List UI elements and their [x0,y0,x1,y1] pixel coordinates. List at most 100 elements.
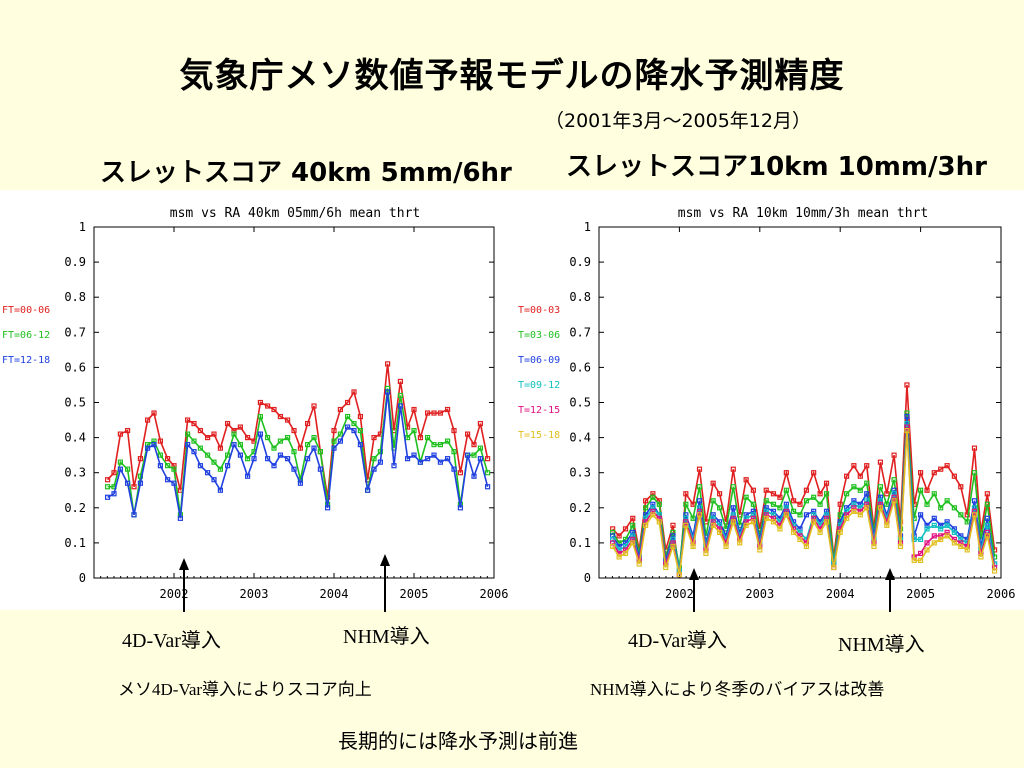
data-point [817,491,823,497]
data-point [891,498,897,504]
data-point [944,498,950,504]
data-point [703,550,709,557]
data-point [743,522,749,528]
data-point [663,564,669,571]
data-point [337,431,343,437]
y-tick-label: 1 [584,220,591,234]
data-point [237,452,243,458]
data-point [165,477,171,483]
data-point [763,487,769,493]
data-point [938,505,944,511]
data-point [730,466,736,472]
data-point [157,463,163,469]
data-point [984,533,990,539]
data-point [171,480,177,486]
data-point [185,417,191,423]
data-point [650,512,656,518]
data-point [197,445,203,451]
data-point [437,459,443,465]
data-point [485,484,491,490]
data-point [205,470,211,476]
data-point [844,491,850,497]
data-point [477,445,483,451]
data-point [191,438,197,444]
data-point [757,547,763,553]
data-point [931,522,937,528]
data-point [485,470,491,476]
data-point [457,470,463,476]
data-point [245,456,251,462]
data-point [630,540,636,546]
data-point [377,459,383,465]
data-point [431,442,437,448]
data-point [811,519,817,525]
data-point [918,470,924,476]
x-tick-label: 2004 [320,587,349,601]
data-point [777,505,783,511]
data-point [803,498,810,504]
data-point [763,498,769,504]
data-point [696,466,703,472]
data-point [897,543,904,550]
data-point [871,543,877,550]
data-point [831,564,837,571]
data-point [145,417,151,423]
data-point [465,452,471,458]
data-point [405,435,411,441]
data-point [844,515,850,521]
data-point [245,435,251,441]
chart-title: msm vs RA 10km 10mm/3h mean thrt [678,206,928,221]
data-point [165,456,171,462]
x-tick-label: 2003 [745,587,774,601]
data-point [377,449,383,455]
data-point [205,452,211,458]
data-point [823,491,830,497]
data-point [683,491,689,497]
data-point [730,484,736,490]
data-point [616,533,622,539]
data-point [265,456,271,462]
data-point [763,515,769,521]
legend-entry: T=12-15 [518,405,560,416]
data-point [104,477,111,483]
data-point [291,427,297,434]
series-line-FT=06-12 [107,388,489,515]
data-point [345,399,351,406]
data-point [471,452,477,458]
data-point [958,543,964,550]
y-tick-label: 0.5 [64,396,86,410]
data-point [271,463,277,469]
data-point [451,449,457,455]
series-line-FT=00-06 [107,363,489,498]
right-chart-heading: スレットスコア10km 10mm/3hr [566,152,987,182]
data-point [904,413,910,420]
data-point [411,406,417,413]
data-point [371,456,377,462]
data-point [891,452,897,458]
data-point [643,498,649,504]
data-point [643,505,649,511]
data-point [851,508,857,514]
data-point [337,406,343,413]
data-point [737,540,743,546]
data-point [311,435,317,441]
data-point [717,491,723,497]
data-point [311,403,317,409]
data-point [285,456,291,462]
data-point [357,442,363,448]
data-point [790,529,797,535]
data-point [690,543,696,550]
data-point [622,526,629,532]
data-point [277,452,283,458]
data-point [345,413,351,420]
data-point [803,512,810,518]
data-point [131,484,137,490]
data-point [911,557,917,564]
data-point [616,554,622,560]
data-point [124,466,131,472]
data-point [717,529,723,535]
y-tick-label: 0.9 [569,255,591,269]
data-point [643,522,649,528]
data-point [151,410,157,416]
data-point [924,501,930,507]
